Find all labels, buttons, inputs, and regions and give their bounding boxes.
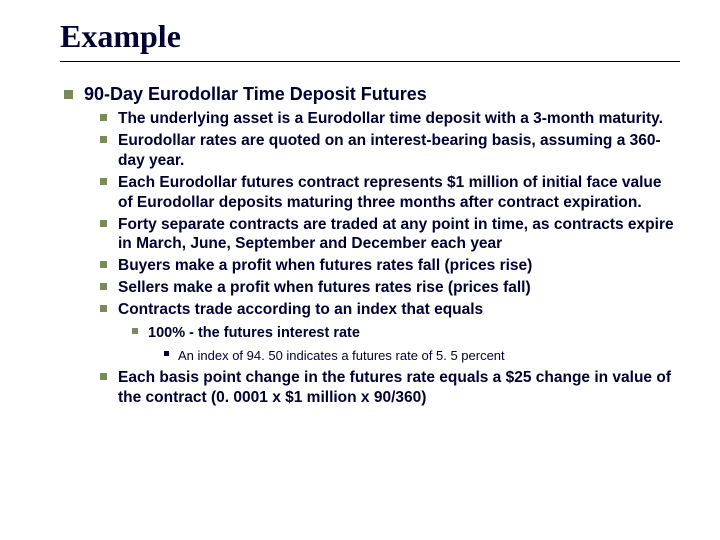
slide-title: Example	[60, 18, 680, 55]
title-underline	[60, 61, 680, 62]
lvl2-text: Contracts trade according to an index th…	[118, 301, 483, 318]
list-item: Forty separate contracts are traded at a…	[94, 215, 680, 255]
lvl2-text: Buyers make a profit when futures rates …	[118, 257, 532, 274]
list-item: Each Eurodollar futures contract represe…	[94, 173, 680, 213]
bullet-list-level-1: 90-Day Eurodollar Time Deposit Futures T…	[60, 84, 680, 408]
bullet-list-level-4: An index of 94. 50 indicates a futures r…	[158, 346, 680, 366]
lvl1-text: 90-Day Eurodollar Time Deposit Futures	[84, 84, 427, 104]
lvl2-text: Each Eurodollar futures contract represe…	[118, 174, 662, 211]
lvl2-text: Forty separate contracts are traded at a…	[118, 216, 674, 253]
list-item: Buyers make a profit when futures rates …	[94, 256, 680, 276]
list-item: An index of 94. 50 indicates a futures r…	[158, 346, 680, 366]
bullet-list-level-2: The underlying asset is a Eurodollar tim…	[94, 109, 680, 408]
list-item: Each basis point change in the futures r…	[94, 368, 680, 408]
lvl2-text: Eurodollar rates are quoted on an intere…	[118, 132, 661, 169]
bullet-list-level-3: 100% - the futures interest rate An inde…	[126, 323, 680, 366]
list-item: 90-Day Eurodollar Time Deposit Futures T…	[60, 84, 680, 408]
lvl4-text: An index of 94. 50 indicates a futures r…	[178, 348, 505, 363]
lvl2-text: The underlying asset is a Eurodollar tim…	[118, 110, 663, 127]
list-item: The underlying asset is a Eurodollar tim…	[94, 109, 680, 129]
lvl2-text: Each basis point change in the futures r…	[118, 369, 671, 406]
list-item: 100% - the futures interest rate An inde…	[126, 323, 680, 366]
list-item: Contracts trade according to an index th…	[94, 300, 680, 366]
lvl2-text: Sellers make a profit when futures rates…	[118, 279, 531, 296]
list-item: Eurodollar rates are quoted on an intere…	[94, 131, 680, 171]
list-item: Sellers make a profit when futures rates…	[94, 278, 680, 298]
lvl3-text: 100% - the futures interest rate	[148, 325, 360, 341]
slide: Example 90-Day Eurodollar Time Deposit F…	[0, 0, 720, 540]
